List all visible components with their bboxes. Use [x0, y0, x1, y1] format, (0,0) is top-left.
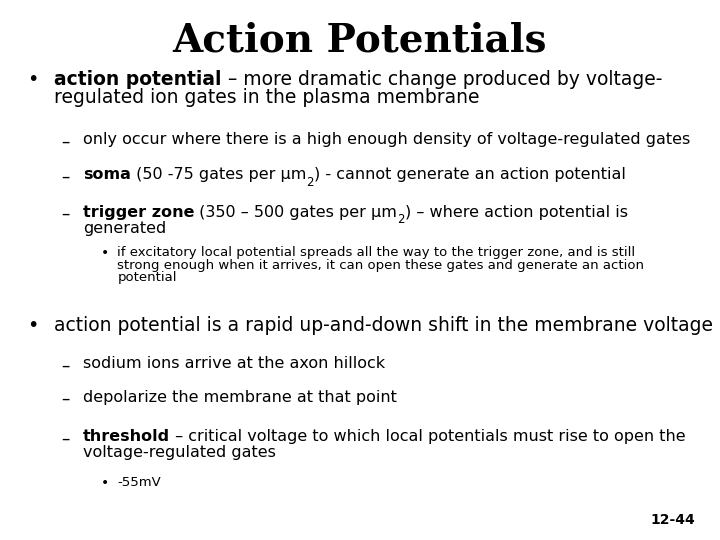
Text: (350 – 500 gates per μm: (350 – 500 gates per μm [194, 205, 397, 220]
Text: –: – [61, 429, 70, 447]
Text: action potential: action potential [54, 70, 222, 89]
Text: 2: 2 [397, 213, 405, 226]
Text: – critical voltage to which local potentials must rise to open the: – critical voltage to which local potent… [170, 429, 685, 444]
Text: if excitatory local potential spreads all the way to the trigger zone, and is st: if excitatory local potential spreads al… [117, 246, 636, 259]
Text: (50 -75 gates per μm: (50 -75 gates per μm [130, 167, 306, 183]
Text: generated: generated [83, 221, 166, 236]
Text: ) – where action potential is: ) – where action potential is [405, 205, 628, 220]
Text: –: – [61, 132, 70, 150]
Text: potential: potential [117, 271, 177, 285]
Text: voltage-regulated gates: voltage-regulated gates [83, 445, 276, 460]
Text: Action Potentials: Action Potentials [173, 22, 547, 59]
Text: 12-44: 12-44 [650, 512, 695, 526]
Text: –: – [61, 167, 70, 185]
Text: – more dramatic change produced by voltage-: – more dramatic change produced by volta… [222, 70, 662, 89]
Text: •: • [101, 476, 109, 490]
Text: only occur where there is a high enough density of voltage-regulated gates: only occur where there is a high enough … [83, 132, 690, 147]
Text: soma: soma [83, 167, 130, 183]
Text: •: • [27, 316, 39, 335]
Text: regulated ion gates in the plasma membrane: regulated ion gates in the plasma membra… [54, 89, 480, 107]
Text: 2: 2 [306, 176, 313, 188]
Text: -55mV: -55mV [117, 476, 161, 489]
Text: action potential is a rapid up-and-down shift in the membrane voltage: action potential is a rapid up-and-down … [54, 316, 713, 335]
Text: trigger zone: trigger zone [83, 205, 194, 220]
Text: –: – [61, 390, 70, 408]
Text: ) - cannot generate an action potential: ) - cannot generate an action potential [313, 167, 626, 183]
Text: sodium ions arrive at the axon hillock: sodium ions arrive at the axon hillock [83, 356, 385, 372]
Text: threshold: threshold [83, 429, 170, 444]
Text: –: – [61, 205, 70, 223]
Text: •: • [27, 70, 39, 89]
Text: •: • [101, 246, 109, 260]
Text: depolarize the membrane at that point: depolarize the membrane at that point [83, 390, 397, 405]
Text: strong enough when it arrives, it can open these gates and generate an action: strong enough when it arrives, it can op… [117, 259, 644, 272]
Text: –: – [61, 356, 70, 374]
